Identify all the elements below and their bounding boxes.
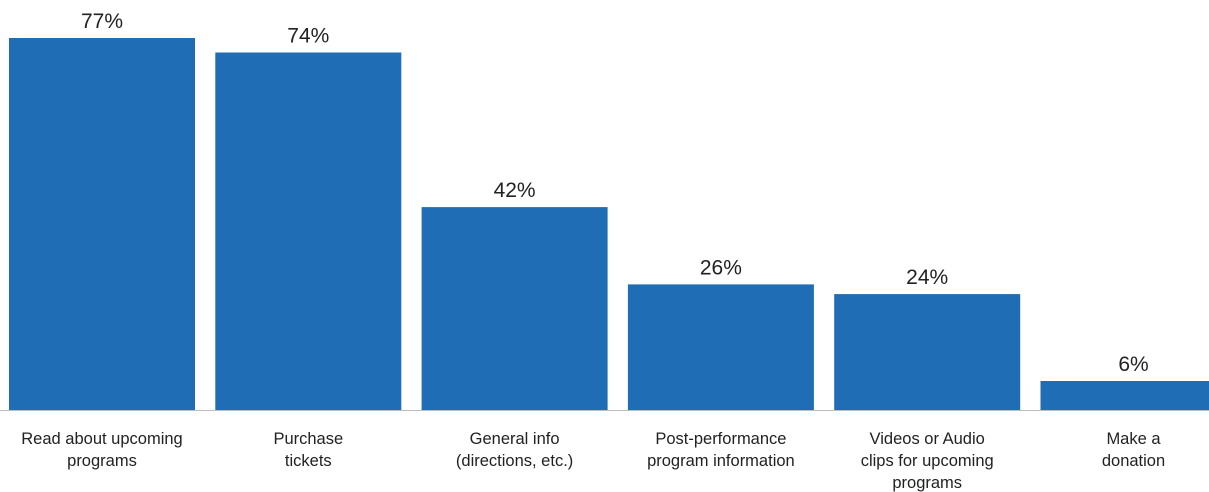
category-label-line: Post-performance	[655, 430, 786, 448]
category-label: Post-performance program information	[647, 430, 795, 470]
category-label-line: programs	[67, 452, 137, 470]
bar-value-label: 24%	[906, 266, 948, 289]
category-label-line: program information	[647, 452, 795, 470]
bar	[9, 38, 195, 410]
bar	[421, 207, 608, 410]
category-label-line: Read about upcoming	[21, 430, 182, 448]
bar	[1040, 381, 1209, 410]
category-label-line: programs	[892, 474, 962, 492]
category-label: Make a donation	[1102, 430, 1165, 470]
category-label-line: clips for upcoming	[861, 452, 994, 470]
bar-value-label: 77%	[81, 10, 123, 33]
bar-value-label: 42%	[494, 179, 536, 202]
category-label: Videos or Audio clips for upcoming program…	[861, 430, 994, 492]
bar	[834, 294, 1021, 410]
category-label-line: General info	[470, 430, 560, 448]
category-label: Read about upcoming programs	[21, 430, 182, 470]
bar	[627, 284, 814, 410]
category-label-line: Make a	[1106, 430, 1161, 448]
category-label: General info (directions, etc.)	[456, 430, 573, 470]
category-label-line: donation	[1102, 452, 1165, 470]
category-label-line: (directions, etc.)	[456, 452, 573, 470]
bar-value-label: 6%	[1118, 353, 1148, 376]
category-label-line: Videos or Audio	[870, 430, 985, 448]
category-label-line: tickets	[285, 452, 332, 470]
category-label: Purchase tickets	[273, 430, 343, 470]
bar	[215, 52, 402, 410]
bar-value-label: 74%	[287, 25, 329, 48]
category-label-line: Purchase	[273, 430, 343, 448]
bar-value-label: 26%	[700, 256, 742, 279]
